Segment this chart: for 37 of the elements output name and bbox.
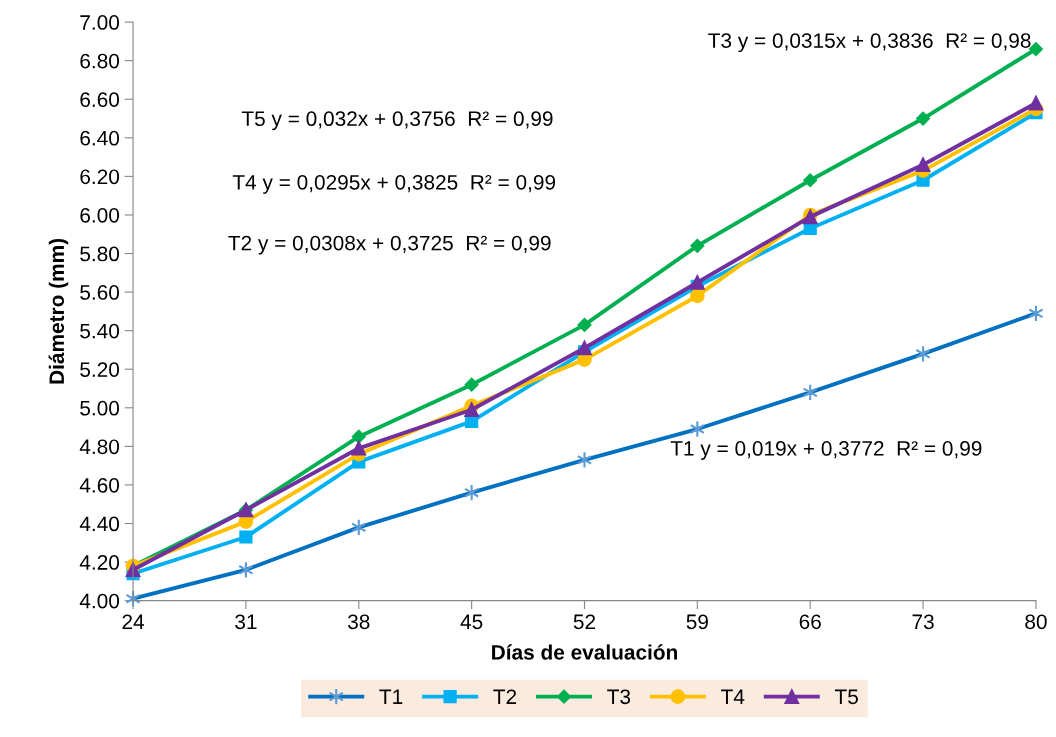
y-tick-label: 4.80 [79, 439, 120, 455]
y-tick-label: 6.20 [80, 169, 120, 185]
y-tick-label: 7.00 [80, 15, 120, 30]
x-tick-label: 38 [347, 614, 370, 630]
x-tick-label: 45 [460, 614, 483, 630]
legend-label: T5 [834, 689, 858, 705]
x-tick-label: 31 [235, 614, 257, 630]
y-tick-label: 5.60 [80, 285, 120, 300]
y-tick-label: 6.60 [80, 92, 120, 107]
y-tick-label: 5.20 [80, 362, 120, 377]
y-tick-label: 5.40 [80, 323, 120, 339]
annotation: T1 y = 0,019x + 0,3772 R² = 0,99 [670, 441, 982, 460]
y-axis-title: Diámetro (mm) [48, 238, 69, 384]
legend-label: T2 [493, 689, 517, 704]
annotation: T4 y = 0,0295x + 0,3825 R² = 0,99 [232, 174, 556, 194]
legend-label: T1 [379, 689, 403, 704]
x-tick-label: 59 [686, 614, 708, 630]
x-tick-label: 24 [122, 614, 145, 629]
annotation: T5 y = 0,032x + 0,3756 R² = 0,99 [241, 111, 553, 131]
y-tick-label: 6.40 [80, 130, 120, 146]
annotation: T3 y = 0,0315x + 0,3836 R² = 0,98 [708, 33, 1031, 53]
x-tick-label: 73 [912, 614, 934, 630]
x-tick-label: 80 [1025, 614, 1047, 630]
x-axis-title: Días de evaluación [492, 644, 677, 660]
x-tick-label: 52 [573, 614, 596, 630]
y-tick-label: 4.00 [79, 593, 120, 609]
annotation: T2 y = 0,0308x + 0,3725 R² = 0,99 [228, 235, 551, 255]
y-tick-label: 6.80 [80, 53, 120, 69]
y-tick-label: 4.40 [79, 516, 120, 532]
legend-label: T4 [721, 689, 745, 704]
y-tick-label: 4.20 [79, 555, 120, 570]
y-tick-label: 4.60 [79, 477, 120, 493]
y-tick-label: 5.80 [80, 246, 120, 262]
legend-label: T3 [607, 689, 631, 705]
y-tick-label: 6.00 [80, 207, 120, 223]
x-tick-label: 66 [799, 614, 821, 630]
y-tick-label: 5.00 [80, 400, 120, 416]
